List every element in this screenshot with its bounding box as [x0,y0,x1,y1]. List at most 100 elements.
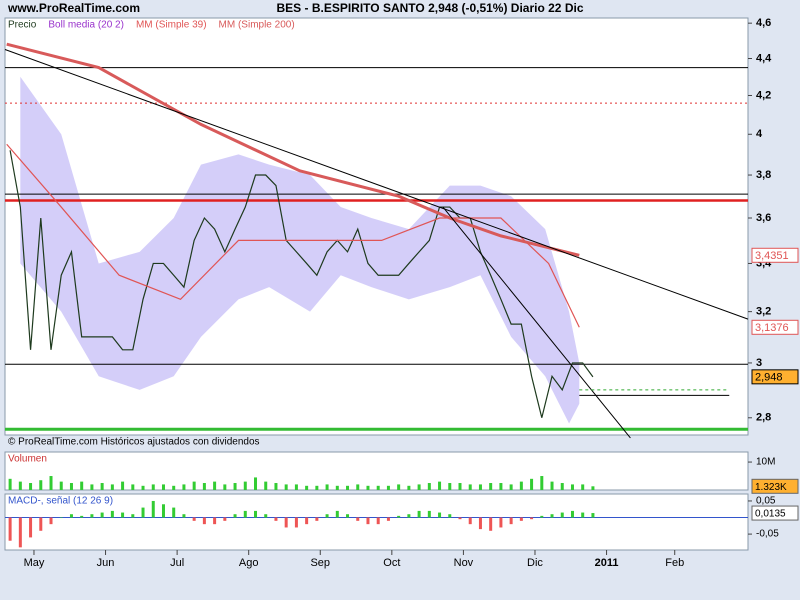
bar [69,514,73,518]
bar [335,485,339,490]
last-label: 0,0135 [755,509,786,520]
bar [29,517,33,538]
bar [458,483,462,490]
bar [223,517,227,521]
bar [39,480,43,490]
bar [499,483,503,490]
bar [478,517,482,530]
trendline [4,49,749,320]
bar [192,481,196,490]
bar [121,512,125,518]
x-tick-label: May [24,557,45,569]
bar [274,517,278,521]
bar [540,476,544,490]
x-tick-label: Dic [527,557,543,569]
bar [315,517,319,521]
bar [356,517,360,521]
bar [581,512,585,518]
panel-title: MACD-, señal (12 26 9) [8,496,113,507]
bar [192,517,196,521]
bar [274,483,278,490]
x-tick-label: Jul [170,557,184,569]
bar [397,484,401,490]
price-label: 3,4351 [755,250,789,262]
y-tick-label: 10M [756,457,775,468]
bar [161,484,165,490]
x-tick-label: 2011 [595,557,619,569]
bar [8,517,12,541]
bar [264,481,268,490]
bar [427,510,431,518]
bar [499,517,503,528]
bar [90,514,94,518]
bar [90,484,94,490]
volume-panel [4,451,749,491]
bar [254,510,258,518]
y-tick-label: -0,05 [756,529,779,540]
bollinger-band [20,76,580,424]
bar [121,481,125,490]
bar [468,517,472,525]
bar [540,515,544,518]
bar [213,517,217,525]
bar [294,517,298,528]
bar [100,483,104,490]
bar [182,484,186,490]
bar [69,483,73,490]
y-tick-label: 4,6 [756,17,771,29]
bar [80,515,84,518]
last-label-box [751,478,799,494]
bar [110,510,114,518]
y-tick-label: 2,8 [756,412,771,424]
bar [570,510,574,518]
bar [366,517,370,525]
bar [131,514,135,518]
price-line [6,42,580,257]
legend-label: Boll media (20 2) [48,20,124,31]
bar [570,484,574,490]
site: www.ProRealTime.com [7,1,140,15]
bar [366,485,370,490]
bar [59,517,63,519]
bar [458,517,462,520]
price-label-box [751,319,799,335]
bar [438,481,442,490]
y-tick-label: 4,2 [756,89,771,101]
bar [489,517,493,531]
bar [131,484,135,490]
bar [141,507,145,518]
y-tick-label: 4,4 [756,52,772,64]
bar [427,483,431,490]
bar [233,514,237,518]
bar [417,484,421,490]
bar [325,484,329,490]
bar [550,481,554,490]
bar [254,477,258,490]
bar [39,517,43,531]
bar [223,484,227,490]
bar [550,514,554,518]
bar [407,485,411,490]
x-tick-label: Jun [97,557,115,569]
bar [294,484,298,490]
bar [213,481,217,490]
bar [284,517,288,528]
bar [59,481,63,490]
price-line [9,150,594,418]
y-tick-label: 3,2 [756,306,771,318]
bar [284,484,288,490]
bar [315,485,319,490]
bar [448,514,452,518]
last-label: 1.323K [755,482,787,493]
y-tick-label: 3,6 [756,212,771,224]
bar [386,485,390,490]
bar [305,517,309,525]
y-tick-label: 3,8 [756,169,771,181]
bar [182,514,186,518]
chart-title: BES - B.ESPIRITO SANTO 2,948 (-0,51%) Di… [277,1,584,15]
bar [438,512,442,518]
y-tick-label: 3 [756,357,762,369]
bar [519,517,523,521]
bar [376,485,380,490]
